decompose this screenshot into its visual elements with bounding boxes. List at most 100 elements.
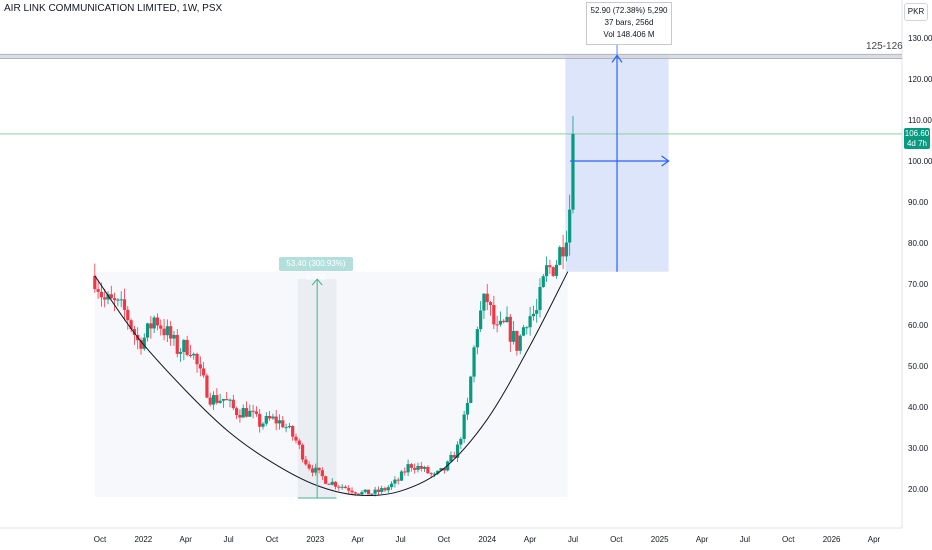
y-tick-label: 80.00 (908, 239, 929, 248)
chart-grid (0, 0, 903, 529)
candle-body (521, 327, 526, 336)
candle-body (113, 298, 117, 301)
x-tick-label: 2024 (478, 535, 496, 544)
time-axis[interactable]: Oct 2022 Apr Jul Oct 2023 Apr Jul Oct 2024 Apr Jul O… (94, 535, 881, 544)
chart-annotations-back (0, 53, 902, 499)
price-axis[interactable]: 130.00 120.00 110.00 100.00 90.00 80.00 70.00 6… (908, 34, 932, 494)
candle-body (442, 468, 446, 471)
candle-body (353, 492, 357, 494)
y-tick-label: 30.00 (908, 444, 929, 453)
candle-body (231, 399, 235, 409)
candle-body (515, 330, 519, 351)
y-tick-label: 70.00 (908, 280, 929, 289)
candle-body (218, 400, 222, 403)
projection-horizontal-arrowhead (661, 155, 670, 167)
y-tick-label: 60.00 (908, 321, 929, 330)
candle-body (215, 395, 219, 403)
candle-body (244, 408, 249, 417)
candle-body (363, 489, 367, 493)
candle-body (564, 242, 568, 257)
candle-body (225, 398, 229, 401)
candle-body (360, 492, 364, 495)
candle-body (93, 275, 97, 290)
candle-body (165, 326, 169, 336)
candle-body (324, 476, 328, 484)
chart-annotations-front (297, 45, 670, 499)
candle-body (314, 467, 318, 473)
candle-body (254, 411, 259, 414)
candle-body (169, 326, 173, 339)
candle-body (568, 209, 572, 243)
candle-body (554, 264, 559, 276)
candle-body (228, 399, 232, 401)
candle-body (558, 247, 562, 265)
candle-body (333, 481, 338, 487)
x-tick-label: Jul (395, 535, 405, 544)
candle-body (498, 320, 503, 325)
candle-body (221, 398, 226, 401)
candle-body (508, 316, 512, 342)
candle-body (343, 486, 348, 489)
candle-body (327, 483, 331, 485)
x-tick-label: Apr (868, 535, 881, 544)
candle-body (202, 368, 206, 376)
candle-body (277, 420, 282, 424)
x-tick-label: Jul (568, 535, 578, 544)
measure-tooltip: 52.90 (72.38%) 5,290 37 bars, 256d Vol 1… (586, 2, 672, 45)
candle-body (419, 465, 423, 469)
x-tick-label: 2023 (306, 535, 324, 544)
candle-body (413, 467, 417, 470)
candle-body (561, 247, 565, 257)
candle-body (142, 337, 146, 349)
candle-body (469, 376, 473, 403)
candle-body (337, 486, 341, 488)
candle-body (211, 395, 216, 405)
candle-body (370, 493, 374, 495)
candle-body (531, 313, 536, 317)
candle-body (106, 294, 110, 300)
x-tick-label: 2025 (651, 535, 669, 544)
candle-body (129, 320, 133, 330)
candle-body (409, 464, 413, 468)
candle-body (241, 408, 245, 418)
candle-body (126, 309, 130, 321)
x-tick-label: Jul (740, 535, 750, 544)
candle-body (178, 352, 183, 354)
candle-body (159, 325, 163, 329)
candle-body (544, 265, 549, 277)
candle-body (235, 408, 239, 416)
candle-body (449, 454, 453, 462)
candle-body (175, 334, 179, 354)
target-zone-label: 125-126 (866, 41, 903, 52)
candle-body (512, 330, 516, 342)
candle-body (502, 320, 506, 323)
candle-body (320, 470, 324, 477)
candle-body (376, 489, 381, 492)
candle-body (548, 265, 552, 268)
candle-body (373, 489, 377, 494)
candlestick-series (93, 116, 575, 497)
candle-body (271, 416, 275, 419)
candle-body (538, 287, 542, 311)
candle-body (426, 467, 430, 474)
candle-body (541, 276, 545, 288)
candle-body (452, 454, 456, 458)
candle-body (465, 402, 470, 415)
x-tick-label: Apr (180, 535, 193, 544)
cup-curve (94, 271, 569, 497)
measure-arrow-head (311, 278, 323, 286)
candle-body (238, 415, 242, 418)
currency-button[interactable]: PKR (904, 3, 928, 21)
candle-body (192, 353, 196, 356)
x-tick-label: Apr (351, 535, 364, 544)
y-tick-label: 50.00 (908, 362, 929, 371)
candle-body (380, 488, 384, 492)
candle-body (386, 487, 390, 491)
candle-body (479, 310, 483, 330)
x-tick-label: Oct (438, 535, 451, 544)
candle-body (495, 324, 499, 326)
candle-body (205, 375, 209, 398)
candle-body (366, 489, 371, 495)
candle-body (145, 323, 150, 338)
